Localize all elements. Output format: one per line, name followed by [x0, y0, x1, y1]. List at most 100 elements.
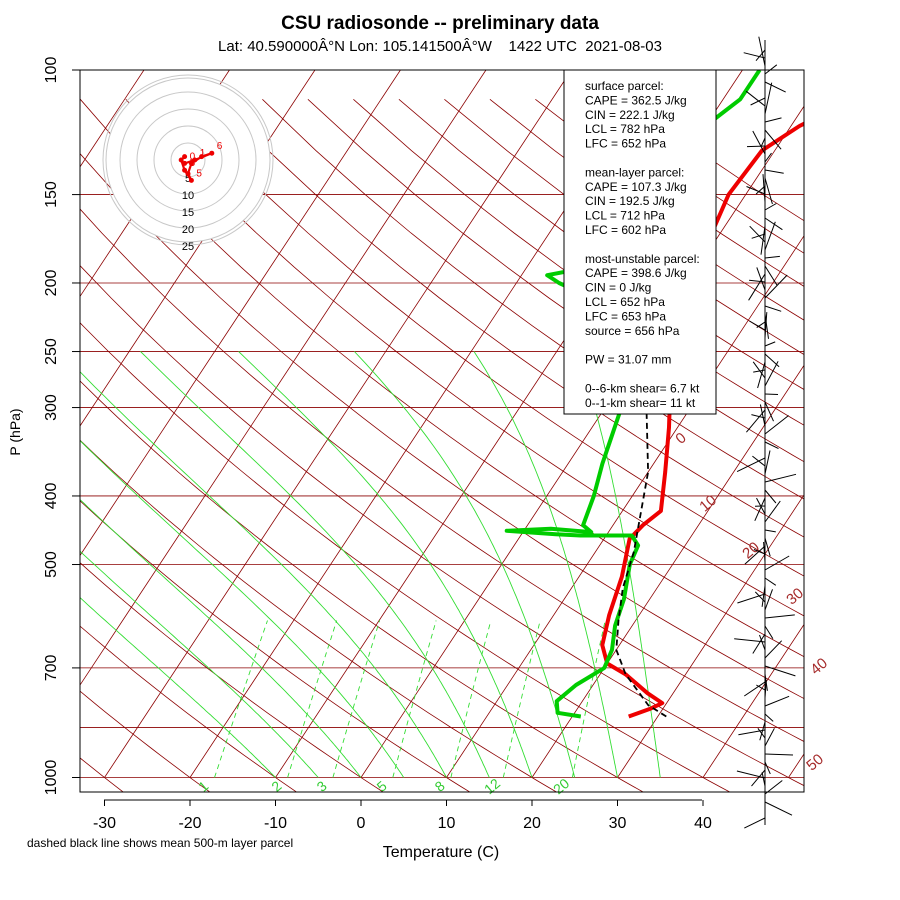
wind-barb — [764, 341, 776, 347]
wind-barb — [764, 177, 773, 205]
y-tick-label: 250 — [43, 338, 60, 365]
y-tick-label: 500 — [43, 551, 60, 578]
wind-barb — [764, 152, 772, 163]
wind-barb — [743, 52, 766, 59]
wind-barb — [753, 369, 766, 373]
stats-line: LFC = 653 hPa — [585, 309, 666, 323]
hodograph-ring-label: 20 — [182, 224, 194, 236]
chart-title: CSU radiosonde -- preliminary data — [281, 13, 599, 34]
wind-barb — [759, 721, 766, 741]
wind-barb — [764, 589, 773, 611]
moist-adiabat-line — [354, 351, 576, 778]
stats-line: mean-layer parcel: — [585, 165, 684, 179]
wind-barb — [764, 625, 774, 639]
dry-adiabat-line — [80, 562, 384, 792]
hodograph-ring-label: 25 — [182, 241, 194, 253]
wind-barb — [764, 274, 788, 299]
mixing-ratio-line — [571, 620, 606, 778]
wind-barb — [764, 117, 782, 123]
x-axis-label: Temperature (C) — [383, 844, 499, 861]
stats-line: LCL = 712 hPa — [585, 209, 665, 223]
stats-line: LCL = 782 hPa — [585, 122, 665, 136]
isotherm-line — [80, 70, 487, 686]
footnote: dashed black line shows mean 500-m layer… — [27, 836, 293, 850]
stats-line: LFC = 652 hPa — [585, 137, 666, 151]
moist-adiabat-line — [80, 439, 405, 778]
wind-barb — [734, 638, 766, 643]
wind-barb — [750, 97, 766, 106]
hodograph-ring-label: 5 — [185, 173, 191, 185]
wind-barb — [764, 665, 796, 677]
hodograph-height-label: 5 — [196, 168, 202, 179]
hodograph-point — [182, 154, 188, 160]
wind-barb — [736, 770, 766, 779]
stats-line: CIN = 192.5 J/kg — [585, 194, 675, 208]
hodograph-point — [199, 154, 205, 160]
isotherm-line — [104, 70, 572, 778]
isotherm-line — [788, 753, 804, 778]
x-tick-label: -10 — [264, 815, 287, 832]
wind-barb — [737, 593, 766, 604]
wind-barb — [756, 267, 766, 291]
y-tick-label: 300 — [43, 394, 60, 421]
x-tick-label: 10 — [438, 815, 456, 832]
hodograph-point — [188, 177, 194, 183]
wind-barb — [764, 401, 774, 422]
hodograph-point — [182, 167, 188, 173]
hodograph-height-label: 0 — [190, 151, 196, 162]
wind-barb — [764, 801, 793, 816]
isotherm-line — [617, 494, 804, 778]
hodograph-height-label: 6 — [217, 141, 223, 152]
wind-barb — [764, 713, 774, 722]
moist-adiabat-line — [238, 351, 533, 778]
x-tick-label: 40 — [694, 815, 712, 832]
stats-line: CAPE = 362.5 J/kg — [585, 93, 687, 107]
wind-barb — [764, 577, 777, 586]
dry-adiabat-line — [80, 690, 211, 792]
mixing-ratio-lines — [214, 620, 606, 778]
dry-adiabat-line — [216, 99, 804, 538]
wind-barb — [749, 320, 766, 331]
wind-barb — [764, 393, 779, 395]
y-axis: 100 150 200 250 300 400 500 700 1000 — [43, 57, 81, 796]
wind-barb — [736, 457, 766, 473]
wind-barb — [761, 772, 766, 787]
x-tick-label: 0 — [357, 815, 366, 832]
stats-line: source = 656 hPa — [585, 324, 680, 338]
wind-barb — [764, 221, 776, 251]
wind-barb — [752, 633, 766, 654]
dry-adiabat-line — [80, 380, 644, 792]
stats-line: surface parcel: — [585, 79, 664, 93]
moist-adiabats — [80, 351, 661, 778]
hodograph-ring-label: 15 — [182, 207, 194, 219]
y-tick-label: 1000 — [43, 760, 60, 796]
wind-barb — [738, 729, 766, 736]
wind-barb — [744, 681, 766, 697]
wind-barb — [757, 728, 766, 739]
wind-barb — [751, 769, 766, 787]
wind-barb — [764, 415, 789, 435]
wind-barb — [763, 541, 766, 563]
stats-line: PW = 31.07 mm — [585, 353, 671, 367]
hodograph-point — [182, 160, 188, 166]
mixing-ratio-line — [287, 620, 338, 778]
wind-barb — [764, 537, 771, 557]
wind-barb — [757, 361, 766, 389]
hodograph-point — [178, 157, 184, 163]
wind-barb — [764, 64, 778, 75]
hodograph-ring — [136, 108, 240, 212]
stats-line: CAPE = 107.3 J/kg — [585, 180, 687, 194]
moist-adiabat-line — [140, 351, 490, 778]
hodograph-point — [188, 160, 194, 166]
hodograph-ring-label: 10 — [182, 190, 194, 202]
stats-line: LCL = 652 hPa — [585, 295, 665, 309]
wind-barb — [764, 265, 778, 286]
wind-barb — [752, 130, 766, 155]
hodograph-point — [209, 150, 215, 156]
moist-adiabat-line — [80, 498, 362, 778]
wind-barb — [764, 679, 767, 699]
wind-barb — [746, 145, 766, 148]
hodograph-height-label: 5 — [190, 158, 196, 169]
stats-line: 0--6-km shear= 6.7 kt — [585, 381, 700, 395]
